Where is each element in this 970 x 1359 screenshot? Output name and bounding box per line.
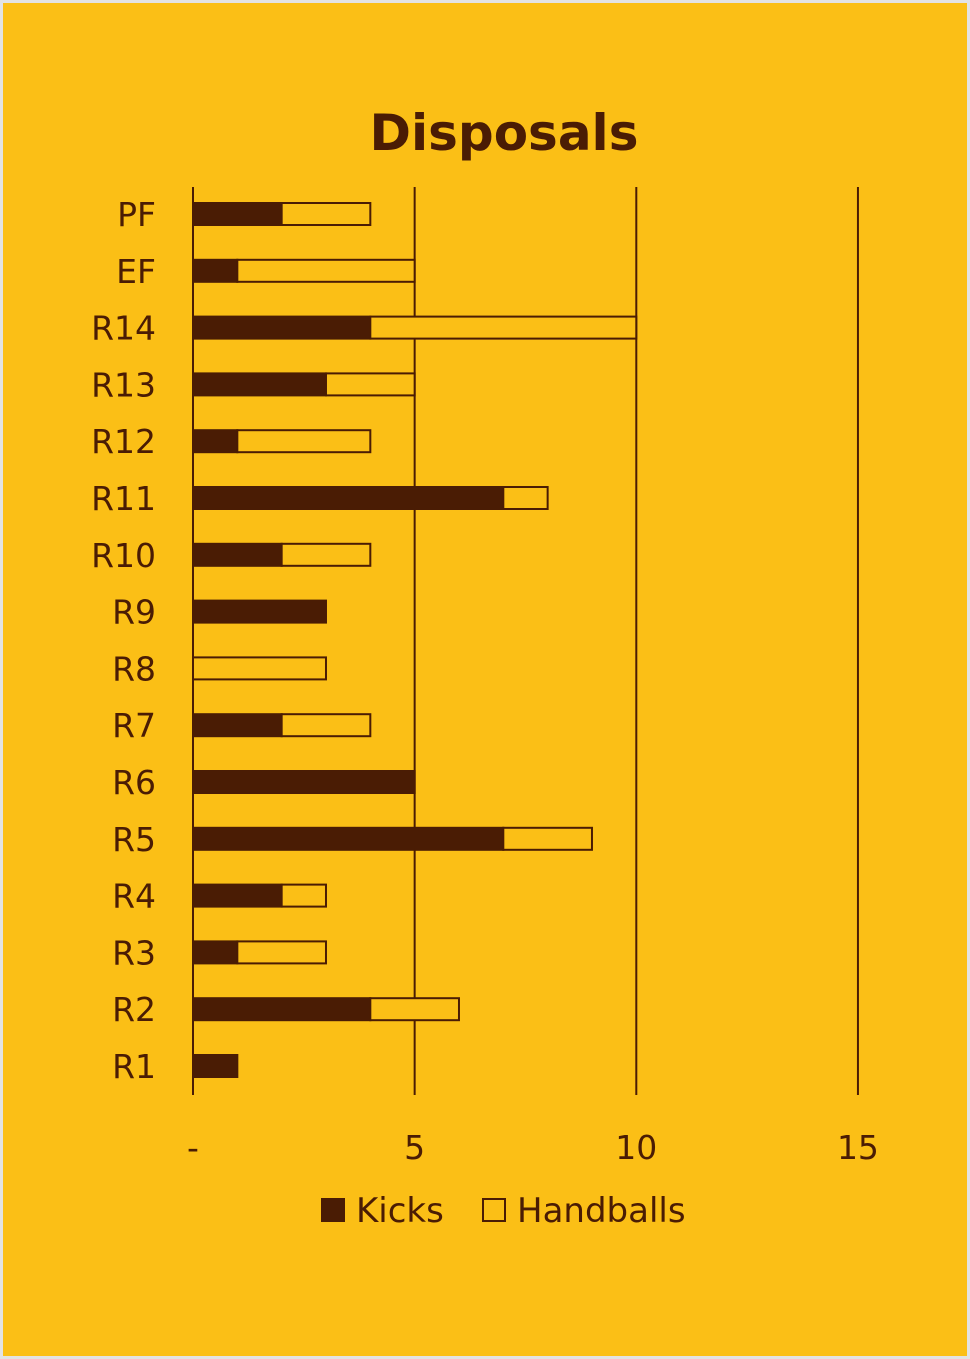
bar-r4-handballs	[280, 883, 327, 908]
bars	[192, 202, 638, 1078]
category-label-ef: EF	[116, 252, 156, 291]
bar-pf-kicks	[192, 202, 283, 226]
bar-pf-handballs	[280, 202, 372, 226]
legend-swatch-handballs	[482, 1198, 506, 1222]
bar-r10-kicks	[192, 542, 283, 567]
bar-r10-handballs	[280, 542, 372, 567]
bar-r11-kicks	[192, 486, 505, 510]
bar-r2-handballs	[369, 997, 460, 1022]
x-tick-labels: - 5 10 15	[187, 1128, 879, 1167]
bar-ef-kicks	[192, 258, 239, 283]
category-label-r12: R12	[91, 422, 156, 461]
bar-ef-handballs	[236, 258, 416, 283]
bar-r4-kicks	[192, 883, 283, 908]
x-tick-label-1: 5	[404, 1128, 425, 1167]
bar-r1-kicks	[192, 1054, 239, 1078]
category-label-r11: R11	[91, 479, 156, 518]
category-label-r1: R1	[112, 1047, 156, 1086]
chart-background	[3, 3, 967, 1356]
bar-r7-handballs	[280, 713, 372, 738]
category-label-pf: PF	[117, 195, 156, 234]
category-label-r13: R13	[91, 365, 156, 404]
bar-r12-kicks	[192, 429, 239, 454]
bar-r13-handballs	[324, 372, 416, 397]
category-labels: PF EF R14 R13 R12 R11 R10 R9 R8 R7 R6 R5 R4 R3 R2 R1	[91, 195, 156, 1086]
bar-r9-kicks	[192, 599, 327, 624]
bar-r8-handballs	[192, 656, 327, 681]
bar-r2-kicks	[192, 997, 372, 1022]
category-label-r2: R2	[112, 990, 156, 1029]
bar-r3-kicks	[192, 940, 239, 965]
chart-title: Disposals	[370, 104, 639, 162]
disposals-chart: Disposals PF EF R14 R13 R12 R11 R10 R9 R8 R7 R6 R5 R…	[3, 3, 967, 1356]
legend: Kicks Handballs	[321, 1191, 686, 1231]
bar-r14-kicks	[192, 315, 372, 340]
legend-label-handballs: Handballs	[517, 1191, 686, 1231]
x-tick-label-2: 10	[615, 1128, 657, 1167]
bar-r11-handballs	[502, 486, 549, 510]
category-label-r5: R5	[112, 820, 156, 859]
x-tick-label-3: 15	[837, 1128, 879, 1167]
category-label-r4: R4	[112, 877, 156, 916]
category-label-r3: R3	[112, 933, 156, 972]
bar-r6-kicks	[192, 770, 416, 794]
bar-r13-kicks	[192, 372, 327, 397]
category-label-r6: R6	[112, 763, 156, 802]
legend-swatch-kicks	[321, 1198, 345, 1222]
category-label-r7: R7	[112, 706, 156, 745]
category-label-r8: R8	[112, 649, 156, 688]
bar-r3-handballs	[236, 940, 327, 965]
category-label-r9: R9	[112, 593, 156, 632]
bar-r12-handballs	[236, 429, 372, 454]
x-tick-label-0: -	[187, 1128, 199, 1167]
bar-r14-handballs	[369, 315, 638, 340]
category-label-r10: R10	[91, 536, 156, 575]
bar-r5-kicks	[192, 826, 505, 851]
bar-r7-kicks	[192, 713, 283, 738]
legend-label-kicks: Kicks	[356, 1191, 444, 1231]
bar-r5-handballs	[502, 826, 593, 851]
category-label-r14: R14	[91, 309, 156, 348]
